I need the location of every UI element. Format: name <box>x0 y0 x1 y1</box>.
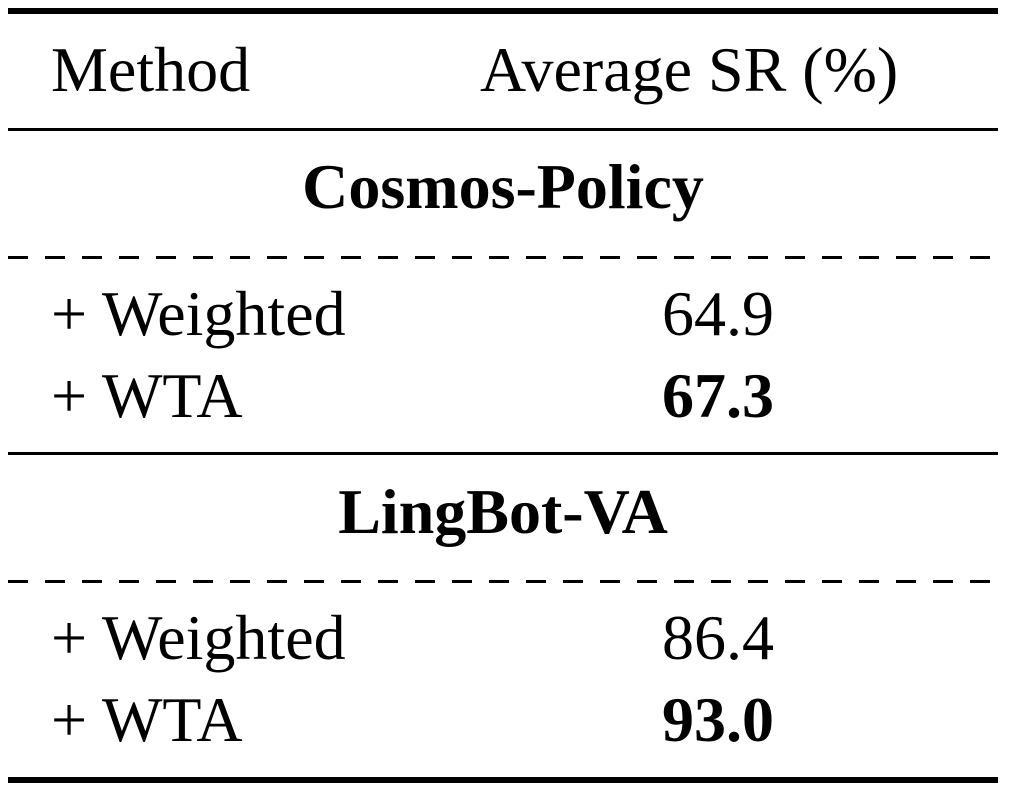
header-rule <box>8 128 998 131</box>
row-method: + Weighted <box>51 278 346 349</box>
group-separator-rule <box>8 452 998 455</box>
top-rule <box>8 8 998 14</box>
bottom-rule <box>8 777 998 783</box>
row-method: + WTA <box>51 684 243 755</box>
row-value: 64.9 <box>662 278 774 349</box>
row-value-best: 93.0 <box>662 684 774 755</box>
header-average-sr: Average SR (%) <box>480 34 899 105</box>
results-table: Method Average SR (%) Cosmos-Policy + We… <box>8 0 998 792</box>
header-method: Method <box>51 34 251 105</box>
row-method: + Weighted <box>51 602 346 673</box>
row-method: + WTA <box>51 360 243 431</box>
group-title-cosmos-policy: Cosmos-Policy <box>302 151 704 222</box>
row-value-best: 67.3 <box>662 360 774 431</box>
group-dashed-rule <box>8 256 998 259</box>
row-value: 86.4 <box>662 602 774 673</box>
group-title-lingbot-va: LingBot-VA <box>338 476 668 547</box>
group-dashed-rule <box>8 580 998 583</box>
